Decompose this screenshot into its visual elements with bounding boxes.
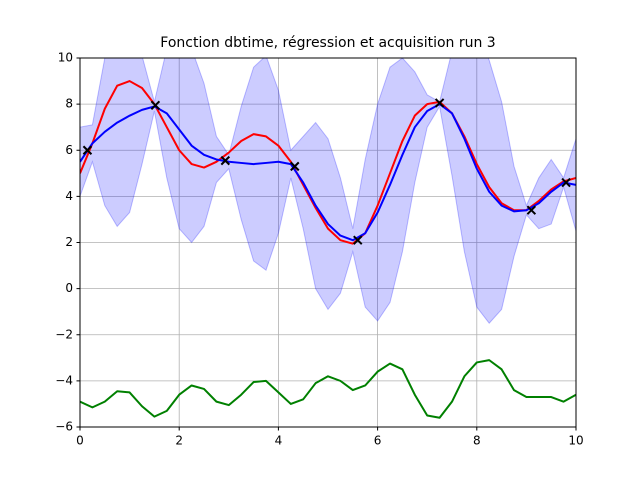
y-tick-label: 10 xyxy=(58,51,73,65)
y-tick-label: −4 xyxy=(55,373,73,387)
x-tick-label: 2 xyxy=(175,434,183,448)
chart-title: Fonction dbtime, régression et acquisiti… xyxy=(160,35,495,51)
observation-marker xyxy=(290,161,300,172)
y-tick-label: 6 xyxy=(65,143,73,157)
y-tick-label: 2 xyxy=(65,235,73,249)
x-tick-label: 0 xyxy=(76,434,84,448)
observation-marker xyxy=(561,177,571,188)
ticks: 0 2 4 6 8 10 −6 −4 −2 0 2 4 6 8 10 xyxy=(55,51,583,448)
y-tick-label: 8 xyxy=(65,97,73,111)
confidence-band xyxy=(80,58,576,325)
observation-marker xyxy=(220,155,231,166)
y-tick-label: −2 xyxy=(55,327,73,341)
series-line xyxy=(80,103,576,242)
series-line xyxy=(80,359,576,419)
observation-marker xyxy=(353,235,363,245)
observation-marker xyxy=(150,100,161,110)
series-line xyxy=(80,80,576,245)
x-tick-label: 8 xyxy=(473,434,481,448)
plot-area xyxy=(80,58,576,419)
x-tick-label: 6 xyxy=(374,434,382,448)
observation-marker xyxy=(82,145,93,155)
y-tick-label: −6 xyxy=(55,420,73,434)
x-tick-label: 4 xyxy=(275,434,283,448)
y-tick-label: 0 xyxy=(65,281,73,295)
observation-marker xyxy=(526,205,537,215)
x-tick-label: 10 xyxy=(568,434,583,448)
y-tick-label: 4 xyxy=(65,189,73,203)
observation-marker xyxy=(434,98,445,108)
